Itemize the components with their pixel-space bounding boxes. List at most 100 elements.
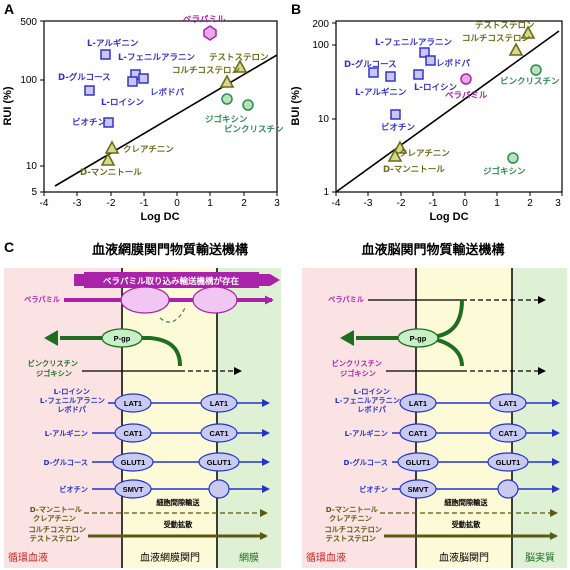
circulation-zone <box>302 268 416 568</box>
verapamil-banner <box>84 272 259 288</box>
x-tick-label: 3 <box>555 198 561 209</box>
smvt-sub: ビオチン <box>359 485 388 494</box>
panel-b: B -4 -3 -2 -1 0 1 2 3 1 10 100 200 Log <box>290 1 563 223</box>
para-sub: D-マンニトール <box>30 505 83 514</box>
x-tick-label: -2 <box>397 198 406 209</box>
smvt-abluminal <box>497 479 519 499</box>
corticosterone-label: コルチコステロン <box>462 34 531 44</box>
cat1-abluminal <box>489 423 527 443</box>
lat1-label: LAT1 <box>409 399 427 408</box>
digoxin-point <box>221 93 233 105</box>
glut1-luminal <box>397 452 439 472</box>
mannitol-point <box>100 152 116 166</box>
smvt-transporter <box>399 479 437 499</box>
lat1-luminal <box>114 393 152 413</box>
y-tick-label: 1 <box>323 187 329 198</box>
verapamil-label: ベラパミル <box>183 14 226 25</box>
zone-barrier: 血液網膜関門 <box>140 551 200 564</box>
glucose-label: D-グルコース <box>58 72 111 83</box>
lat1-sub: L-フェニルアラニン <box>335 396 400 405</box>
glut1-label: GLUT1 <box>121 458 146 467</box>
bbb-diagram: ベラパミル P-gp ビンクリスチン ジゴキシン L-ロイシン L-フェニルアラ… <box>302 268 567 568</box>
verapamil-carrier-luminal <box>120 286 170 314</box>
panel-c: C 血液網膜関門物質輸送機構 血液脳関門物質輸送機構 ベラパミル取り込み輸送機構… <box>4 239 567 568</box>
passive-route: 受動拡散 <box>164 520 194 529</box>
tissue-zone <box>512 268 567 568</box>
x-tick-label: 1 <box>207 198 213 209</box>
pgp-transporter <box>397 328 439 348</box>
vincristine-point <box>242 99 254 111</box>
smvt-abluminal <box>208 479 230 499</box>
brb-diagram: ベラパミル取り込み輸送機構が存在 ベラパミル P-gp ビンクリスチン ジゴキシ… <box>4 268 281 568</box>
creatinine-point <box>392 140 408 154</box>
x-ticks: -4 -3 -2 -1 0 1 2 3 <box>40 192 280 209</box>
x-axis-label: Log DC <box>429 211 468 223</box>
creatinine-label: クレアチニン <box>399 148 450 159</box>
mannitol-label: D-マンニトール <box>80 168 142 178</box>
lat1-abluminal <box>489 393 527 413</box>
zone-tissue: 網膜 <box>239 551 259 564</box>
panel-a: A -4 -3 -2 -1 0 1 2 3 5 10 100 5 <box>2 1 284 223</box>
glucose-point <box>368 67 379 78</box>
x-ticks: -4 -3 -2 -1 0 1 2 3 <box>332 192 563 209</box>
creatinine-label: クレアチニン <box>123 144 174 155</box>
lat1-sub: L-ロイシン <box>54 387 90 396</box>
creatinine-point <box>104 140 120 154</box>
smvt-label: SMVT <box>123 485 144 494</box>
phenylalanine-label: L-フェニルアラニン <box>118 53 195 63</box>
vincristine-label: ビンクリスチン <box>500 76 560 87</box>
digoxin-label: ジゴキシン <box>483 166 526 177</box>
panel-c-letter: C <box>4 239 14 255</box>
glucose-point <box>84 85 95 96</box>
lat1-abluminal <box>200 393 238 413</box>
para-sub: D-マンニトール <box>326 505 379 514</box>
verapamil-point <box>460 73 472 85</box>
point-labels: ベラパミル L-アルギニン L-フェニルアラニン D-グルコース レボドパ L-… <box>58 14 284 178</box>
x-tick-label: -1 <box>429 198 438 209</box>
glut1-luminal <box>112 452 154 472</box>
glut1-sub: D-グルコース <box>343 458 388 467</box>
x-tick-label: -3 <box>73 198 82 209</box>
x-tick-label: -1 <box>140 198 149 209</box>
regression-line <box>335 30 560 193</box>
cat1-luminal <box>399 423 437 443</box>
levodopa-label: レボドパ <box>436 58 471 69</box>
leucine-label: L-ロイシン <box>414 83 457 93</box>
x-tick-label: 2 <box>527 198 533 209</box>
vincristine-point <box>530 64 542 76</box>
smvt-sub: ビオチン <box>59 485 88 494</box>
x-tick-label: 0 <box>462 198 468 209</box>
pgp-transporter <box>101 328 143 348</box>
mannitol-label: D-マンニトール <box>383 165 445 175</box>
dig-label: ジゴキシン <box>340 369 376 378</box>
levodopa-point <box>425 55 436 66</box>
leucine-point <box>127 76 138 87</box>
digoxin-point <box>507 152 519 164</box>
arginine-label: L-アルギニン <box>87 38 139 49</box>
lat1-label: LAT1 <box>499 399 517 408</box>
mannitol-point <box>387 148 403 162</box>
y-tick-label: 10 <box>26 161 38 172</box>
verapamil-banner-text: ベラパミル取り込み輸送機構が存在 <box>103 276 239 287</box>
cat1-sub: L-アルギニン <box>345 429 388 438</box>
cat1-label: CAT1 <box>123 429 142 438</box>
verapamil-label: ベラパミル <box>445 90 488 101</box>
bbb-title: 血液脳関門物質輸送機構 <box>361 242 504 258</box>
lat1-sub: L-ロイシン <box>354 387 390 396</box>
data-points <box>368 25 542 164</box>
zone-tissue: 脳実質 <box>525 551 555 564</box>
biotin-label: ビオチン <box>72 117 107 128</box>
pgp-efflux-arrowhead <box>44 330 58 346</box>
verapamil-substrate: ベラパミル <box>328 295 365 304</box>
glut1-abluminal <box>487 452 529 472</box>
x-tick-label: -2 <box>107 198 116 209</box>
zone-circulation: 循環血液 <box>8 551 48 564</box>
levodopa-point <box>138 73 149 84</box>
glucose-label: D-グルコース <box>344 59 397 70</box>
glut1-abluminal <box>198 452 240 472</box>
passive-route: 受動拡散 <box>452 520 482 529</box>
zone-barrier: 血液脳関門 <box>439 551 489 564</box>
y-axis-label: BUI (%) <box>290 86 302 125</box>
para-sub: クレアチニン <box>329 514 372 523</box>
